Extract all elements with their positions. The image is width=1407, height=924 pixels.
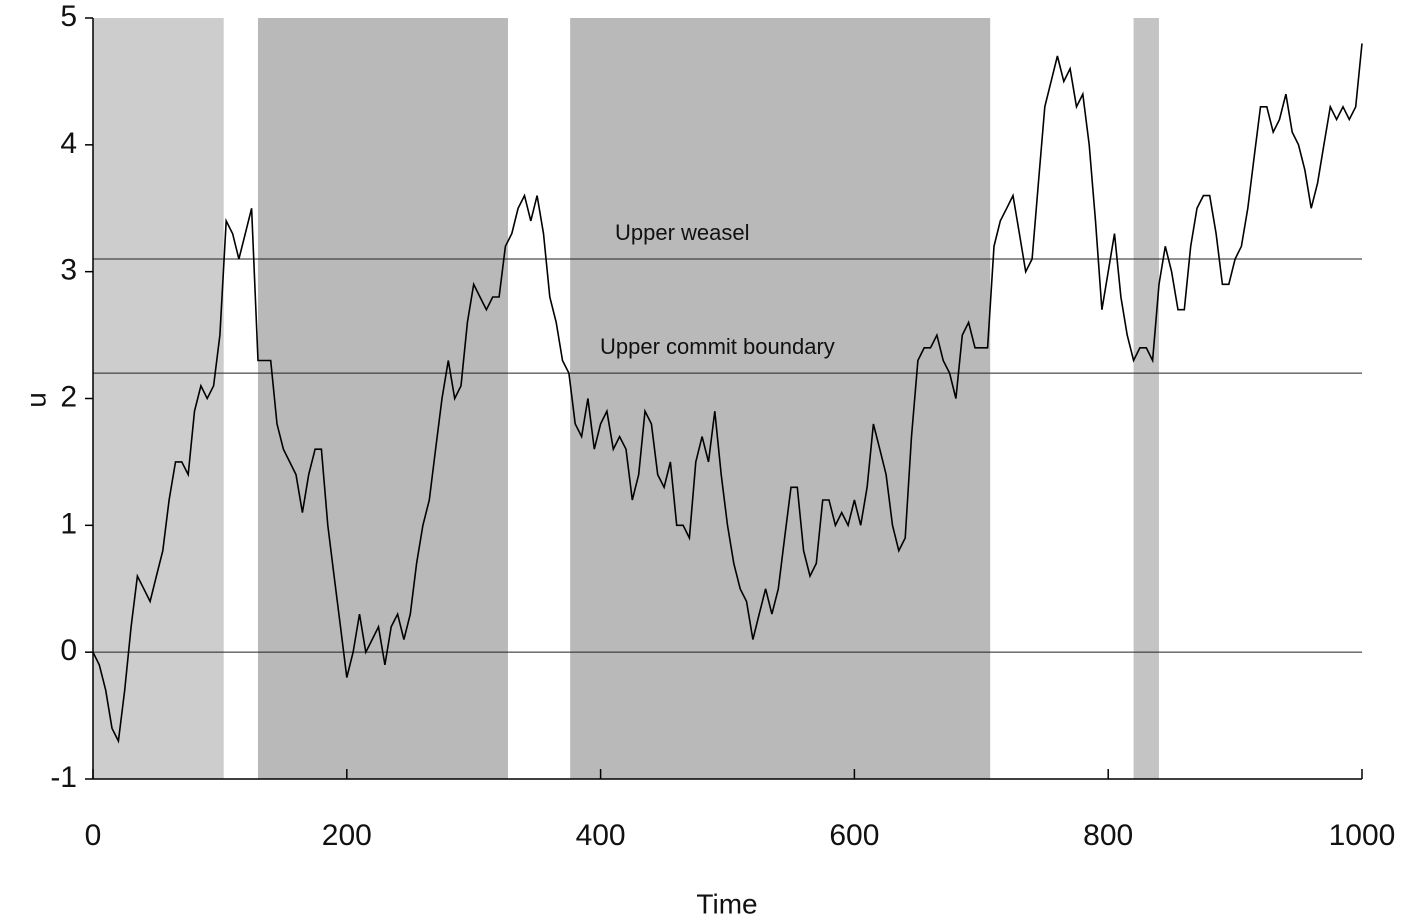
shaded-region xyxy=(257,18,508,779)
x-tick-label: 200 xyxy=(322,819,372,852)
shaded-region xyxy=(1133,18,1159,779)
y-tick-label: 2 xyxy=(60,380,77,413)
y-axis-label: u xyxy=(20,392,51,408)
x-tick-label: 800 xyxy=(1083,819,1133,852)
reference-label: Upper commit boundary xyxy=(600,334,835,359)
shaded-region xyxy=(570,18,991,779)
shaded-region xyxy=(93,18,224,779)
y-tick-label: 3 xyxy=(60,254,77,287)
x-axis-label: Time xyxy=(696,888,757,919)
x-tick-label: 400 xyxy=(576,819,626,852)
x-tick-label: 1000 xyxy=(1329,819,1396,852)
y-tick-label: 4 xyxy=(60,127,77,160)
y-tick-label: 5 xyxy=(60,0,77,33)
y-tick-label: -1 xyxy=(50,761,77,794)
y-tick-label: 1 xyxy=(60,507,77,540)
data-line xyxy=(92,43,1363,744)
x-tick-label: 600 xyxy=(829,819,879,852)
x-tick-label: 0 xyxy=(85,819,102,852)
reference-label: Upper weasel xyxy=(615,220,750,245)
y-tick-label: 0 xyxy=(60,634,77,667)
